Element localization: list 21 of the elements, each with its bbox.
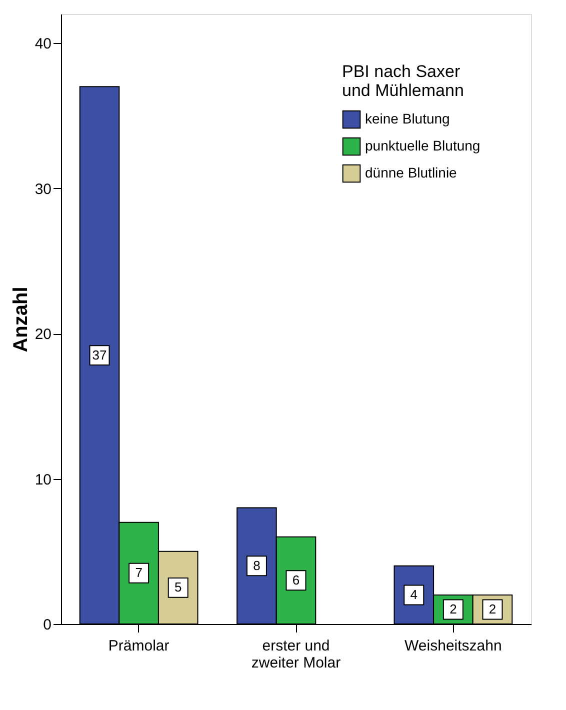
y-tick-label: 30: [34, 180, 52, 198]
legend-label: keine Blutung: [365, 110, 450, 126]
x-tick-label: Weisheitszahn: [404, 638, 502, 654]
y-tick-label: 0: [43, 616, 52, 634]
data-label: 37: [92, 347, 107, 362]
legend-label: punktuelle Blutung: [365, 138, 480, 154]
y-tick-label: 10: [34, 471, 52, 488]
x-tick-label: Prämolar: [108, 638, 170, 654]
data-label: 4: [410, 586, 418, 602]
data-label: 2: [488, 601, 496, 616]
data-label: 8: [253, 558, 260, 573]
data-label: 6: [292, 572, 300, 588]
y-tick-label: 40: [34, 36, 52, 53]
y-axis-title: Anzahl: [10, 286, 32, 352]
y-tick-label: 20: [34, 326, 52, 344]
legend-label: dünne Blutlinie: [365, 164, 458, 180]
x-tick-label: erster und zweiter Molar: [251, 638, 341, 672]
legend-title: PBI nach Saxer und Mühlemann: [342, 62, 464, 100]
data-label: 5: [174, 580, 182, 595]
data-label: 7: [135, 565, 142, 580]
data-label: 2: [450, 601, 457, 616]
